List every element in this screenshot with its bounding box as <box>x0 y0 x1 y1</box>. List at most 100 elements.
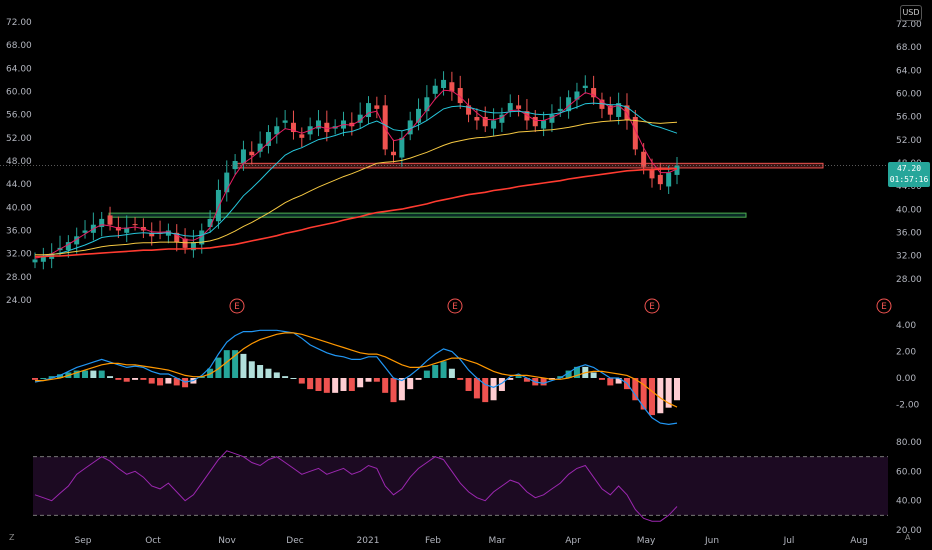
macd-histogram-bar <box>115 378 122 380</box>
macd-histogram-bar <box>507 378 514 380</box>
macd-histogram-bar <box>48 376 55 378</box>
candle-body <box>324 122 330 133</box>
candle-body <box>482 116 488 127</box>
price-tick-left: 28.00 <box>6 273 32 283</box>
signal-line <box>35 332 678 408</box>
candle-body <box>549 114 555 123</box>
macd-histogram-bar <box>557 376 564 378</box>
price-tick-left: 60.00 <box>6 88 32 98</box>
candle-body <box>82 230 88 233</box>
price-tick-right: 68.00 <box>896 43 922 53</box>
candle-body <box>149 232 155 237</box>
macd-histogram-bar <box>482 378 489 403</box>
rsi-tick: 60.00 <box>896 467 922 477</box>
price-tick-left: 72.00 <box>6 18 32 28</box>
price-tick-right: 40.00 <box>896 205 922 215</box>
time-tick: Nov <box>218 536 236 546</box>
price-tick-left: 64.00 <box>6 64 32 74</box>
candle-body <box>40 256 46 262</box>
candle-body <box>582 85 588 89</box>
candle-body <box>124 227 130 233</box>
macd-histogram-bar <box>332 378 339 393</box>
candle-body <box>224 172 230 193</box>
price-tick-left: 48.00 <box>6 157 32 167</box>
candle-body <box>591 88 597 98</box>
macd-histogram-bar <box>165 378 172 384</box>
candle-body <box>632 116 638 150</box>
candle-body <box>474 116 480 121</box>
time-tick: Sep <box>75 536 92 546</box>
candle-body <box>599 99 605 109</box>
macd-histogram-bar <box>182 378 189 388</box>
candle-body <box>441 79 447 89</box>
macd-histogram-bar <box>215 357 222 378</box>
timezone-button[interactable]: Z <box>9 533 15 542</box>
macd-histogram-bar <box>465 378 472 391</box>
candle-body <box>349 122 355 127</box>
ema-line <box>34 102 678 258</box>
time-tick: Mar <box>489 536 506 546</box>
macd-histogram-bar <box>257 365 264 378</box>
candle-body <box>374 105 380 109</box>
candle-body <box>399 137 405 158</box>
auto-scale-button[interactable]: A <box>905 533 911 542</box>
macd-histogram-bar <box>315 378 322 391</box>
candle-body <box>541 120 547 129</box>
rsi-tick: 20.00 <box>896 526 922 536</box>
ema-layer <box>34 89 678 259</box>
candle-body <box>382 105 388 150</box>
price-tick-left: 32.00 <box>6 250 32 260</box>
candle-body <box>532 116 538 127</box>
macd-histogram-bar <box>598 378 605 380</box>
time-tick: Dec <box>286 536 303 546</box>
earnings-marker-circle <box>876 298 892 314</box>
macd-histogram-bar <box>298 378 305 384</box>
candle-body <box>215 189 221 222</box>
macd-histogram-bar <box>173 378 180 386</box>
candle-body <box>315 120 321 129</box>
candle-body <box>491 120 497 129</box>
price-tick-left: 52.00 <box>6 134 32 144</box>
macd-histogram-bar <box>123 378 130 382</box>
rsi-line <box>34 450 678 522</box>
candle-body <box>74 236 80 245</box>
macd-histogram-bar <box>248 361 255 378</box>
price-tick-right: 64.00 <box>896 66 922 76</box>
candle-body <box>607 105 613 115</box>
macd-histogram-bar <box>665 378 672 408</box>
rsi-tick: 80.00 <box>896 438 922 448</box>
candle-body <box>432 85 438 94</box>
candle-body <box>132 224 138 226</box>
macd-tick: 0.00 <box>896 374 916 384</box>
macd-histogram-bar <box>490 378 497 401</box>
macd-histogram-bar <box>398 378 405 401</box>
macd-histogram-bar <box>657 378 664 414</box>
candle-body <box>65 242 71 251</box>
candle-body <box>649 169 655 179</box>
macd-histogram-bar <box>157 378 164 386</box>
currency-badge[interactable]: USD <box>900 5 922 21</box>
macd-histogram-bar <box>523 378 530 382</box>
price-tick-right: 32.00 <box>896 252 922 262</box>
macd-histogram-bar <box>265 368 272 378</box>
price-tick-left: 36.00 <box>6 227 32 237</box>
macd-histogram-bar <box>415 378 422 380</box>
candle-body <box>115 227 121 231</box>
candle-body <box>499 114 505 123</box>
earnings-marker-circle <box>447 298 463 314</box>
macd-histogram-bar <box>640 378 647 410</box>
candle-body <box>265 132 271 146</box>
candle-body <box>616 103 622 117</box>
macd-histogram-bar <box>282 376 289 378</box>
macd-tick: 4.00 <box>896 321 916 331</box>
candle-body <box>407 120 413 135</box>
macd-histogram-bar <box>457 378 464 380</box>
time-tick: 2021 <box>357 536 380 546</box>
time-tick: Jun <box>704 536 719 546</box>
macd-histogram-bar <box>273 372 280 378</box>
candle-body <box>449 82 455 92</box>
candle-body <box>457 88 463 104</box>
macd-histogram-bar <box>32 378 38 380</box>
earnings-marker-label: E <box>881 302 887 312</box>
